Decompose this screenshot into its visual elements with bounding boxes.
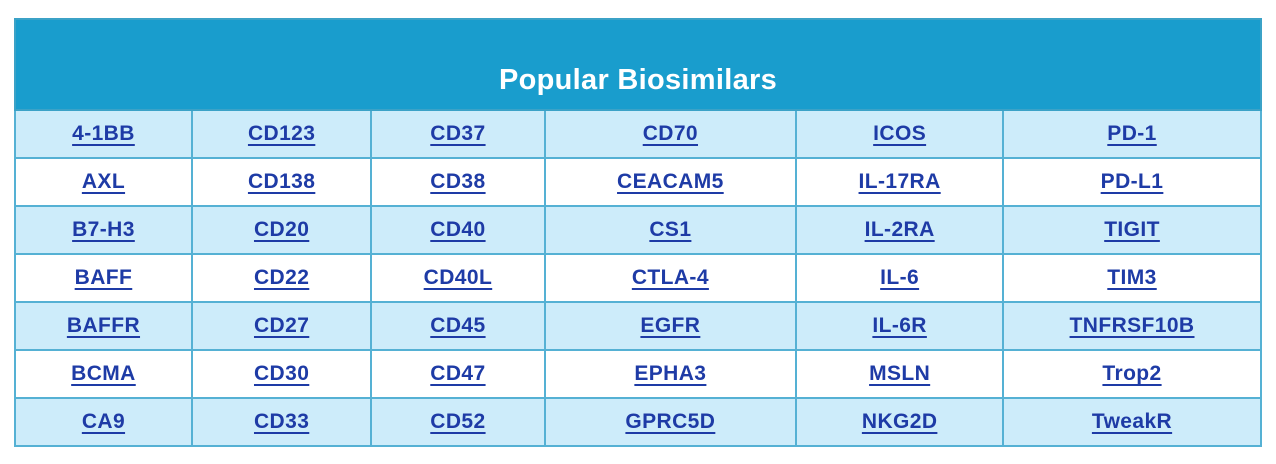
biosimilar-link[interactable]: CD20 — [253, 218, 310, 241]
biosimilar-link[interactable]: Trop2 — [1102, 362, 1162, 385]
biosimilar-link[interactable]: BAFFR — [66, 314, 141, 337]
biosimilar-link[interactable]: EPHA3 — [634, 362, 707, 385]
biosimilar-link[interactable]: CS1 — [649, 218, 692, 241]
biosimilar-link[interactable]: CD37 — [430, 122, 486, 145]
table-cell: CS1 — [543, 205, 798, 255]
biosimilar-link[interactable]: CD22 — [253, 266, 310, 289]
table-row: CA9 CD33 CD52 GPRC5D NKG2D TweakR — [14, 397, 1262, 447]
table-row: BAFFR CD27 CD45 EGFR IL-6R TNFRSF10B — [14, 301, 1262, 351]
table-cell: MSLN — [795, 349, 1005, 399]
table-cell: CD40L — [370, 253, 546, 303]
table-cell: TIGIT — [1002, 205, 1262, 255]
table-cell: GPRC5D — [543, 397, 798, 447]
biosimilar-link[interactable]: CEACAM5 — [617, 170, 724, 193]
biosimilar-link[interactable]: BAFF — [74, 266, 133, 289]
table-cell: IL-6R — [795, 301, 1005, 351]
biosimilar-link[interactable]: GPRC5D — [625, 410, 716, 433]
table-row: 4-1BB CD123 CD37 CD70 ICOS PD-1 — [14, 109, 1262, 159]
biosimilar-link[interactable]: TIM3 — [1107, 266, 1157, 289]
table-cell: EGFR — [543, 301, 798, 351]
table-cell: TIM3 — [1002, 253, 1262, 303]
table-cell: IL-17RA — [795, 157, 1005, 207]
biosimilar-link[interactable]: MSLN — [869, 362, 931, 385]
biosimilar-link[interactable]: ICOS — [873, 122, 927, 145]
biosimilar-link[interactable]: CD38 — [430, 170, 486, 193]
table-cell: 4-1BB — [14, 109, 193, 159]
table-cell: CTLA-4 — [543, 253, 798, 303]
table-cell: CD33 — [190, 397, 373, 447]
table-cell: CA9 — [14, 397, 193, 447]
table-cell: TNFRSF10B — [1002, 301, 1262, 351]
popular-biosimilars-table: Popular Biosimilars 4-1BB CD123 CD37 CD7… — [14, 18, 1262, 447]
biosimilar-link[interactable]: CD33 — [253, 410, 310, 433]
biosimilar-link[interactable]: IL-6 — [880, 266, 920, 289]
table-cell: AXL — [14, 157, 193, 207]
biosimilar-link[interactable]: IL-17RA — [858, 170, 941, 193]
table-cell: CD38 — [370, 157, 546, 207]
table-cell: NKG2D — [795, 397, 1005, 447]
table-cell: BCMA — [14, 349, 193, 399]
table-cell: CD22 — [190, 253, 373, 303]
biosimilar-link[interactable]: TweakR — [1091, 410, 1173, 433]
table-title: Popular Biosimilars — [14, 18, 1262, 111]
biosimilar-link[interactable]: CD27 — [253, 314, 310, 337]
biosimilar-link[interactable]: PD-1 — [1107, 122, 1157, 145]
table-cell: Trop2 — [1002, 349, 1262, 399]
table-cell: CD40 — [370, 205, 546, 255]
biosimilar-link[interactable]: CD70 — [642, 122, 699, 145]
biosimilar-link[interactable]: TIGIT — [1104, 218, 1160, 241]
table-cell: CD138 — [190, 157, 373, 207]
table-header-row: Popular Biosimilars — [14, 18, 1262, 111]
biosimilar-link[interactable]: IL-2RA — [864, 218, 935, 241]
biosimilar-link[interactable]: CD40 — [430, 218, 486, 241]
table-row: AXL CD138 CD38 CEACAM5 IL-17RA PD-L1 — [14, 157, 1262, 207]
table-cell: PD-L1 — [1002, 157, 1262, 207]
biosimilar-link[interactable]: NKG2D — [861, 410, 938, 433]
biosimilar-link[interactable]: BCMA — [71, 362, 136, 385]
table-cell: EPHA3 — [543, 349, 798, 399]
biosimilar-link[interactable]: CD45 — [430, 314, 486, 337]
biosimilar-link[interactable]: CD52 — [430, 410, 486, 433]
table-cell: CD45 — [370, 301, 546, 351]
table-cell: CD70 — [543, 109, 798, 159]
table-cell: CEACAM5 — [543, 157, 798, 207]
biosimilar-link[interactable]: CD40L — [423, 266, 493, 289]
table-cell: CD37 — [370, 109, 546, 159]
table-cell: PD-1 — [1002, 109, 1262, 159]
biosimilar-link[interactable]: CD123 — [247, 122, 316, 145]
biosimilar-link[interactable]: CD47 — [430, 362, 486, 385]
table-cell: CD47 — [370, 349, 546, 399]
table-cell: CD30 — [190, 349, 373, 399]
table-cell: BAFF — [14, 253, 193, 303]
table-cell: IL-2RA — [795, 205, 1005, 255]
biosimilar-link[interactable]: CD138 — [247, 170, 316, 193]
biosimilar-link[interactable]: AXL — [81, 170, 126, 193]
table-cell: CD20 — [190, 205, 373, 255]
biosimilar-link[interactable]: CTLA-4 — [631, 266, 709, 289]
biosimilar-link[interactable]: CD30 — [253, 362, 310, 385]
biosimilar-link[interactable]: B7-H3 — [72, 218, 135, 241]
biosimilar-link[interactable]: IL-6R — [872, 314, 927, 337]
table-cell: B7-H3 — [14, 205, 193, 255]
table-cell: IL-6 — [795, 253, 1005, 303]
table-cell: CD27 — [190, 301, 373, 351]
table-cell: CD52 — [370, 397, 546, 447]
table-cell: ICOS — [795, 109, 1005, 159]
table-cell: TweakR — [1002, 397, 1262, 447]
table-row: BAFF CD22 CD40L CTLA-4 IL-6 TIM3 — [14, 253, 1262, 303]
table-row: BCMA CD30 CD47 EPHA3 MSLN Trop2 — [14, 349, 1262, 399]
biosimilar-link[interactable]: 4-1BB — [72, 122, 135, 145]
biosimilar-link[interactable]: TNFRSF10B — [1069, 314, 1195, 337]
biosimilar-link[interactable]: PD-L1 — [1100, 170, 1164, 193]
table-cell: BAFFR — [14, 301, 193, 351]
table-cell: CD123 — [190, 109, 373, 159]
biosimilar-link[interactable]: CA9 — [81, 410, 126, 433]
table-row: B7-H3 CD20 CD40 CS1 IL-2RA TIGIT — [14, 205, 1262, 255]
biosimilar-link[interactable]: EGFR — [640, 314, 701, 337]
